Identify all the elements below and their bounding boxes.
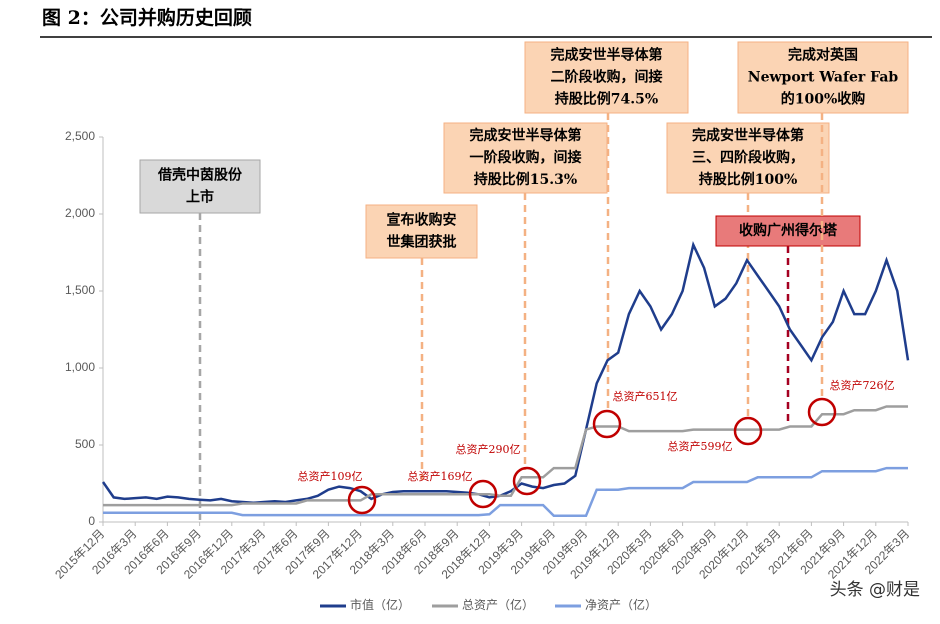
note-circle [512,466,542,496]
annotation-box [139,159,261,214]
annotation-box [443,122,608,194]
annotation-text: 完成安世半导体第 [551,47,663,64]
annotation-text: 世集团获批 [387,234,457,251]
legend-label: 市值（亿） [350,597,410,612]
annotation-text: Newport Wafer Fab [748,70,899,86]
annotation-box [524,41,689,114]
annotation-box [365,204,478,259]
series-line [103,405,908,507]
annotation-text: 的100%收购 [781,91,866,108]
note-circle [347,485,377,515]
watermark: 头条 @财是 [830,580,920,600]
note-text: 总资产109亿 [298,469,363,483]
chart-title: 图 2：公司并购历史回顾 [42,6,252,29]
legend-label: 总资产（亿） [462,597,534,612]
annotation-text: 持股比例100% [699,171,798,188]
series-line [101,240,910,505]
y-tick-label: 2,500 [65,129,95,143]
annotation-box [666,122,830,194]
annotation-box [737,41,909,114]
annotation-text: 二阶段收购，间接 [551,69,663,86]
note-circle [807,397,837,427]
y-tick-label: 500 [75,437,95,451]
note-text: 总资产651亿 [613,389,678,403]
note-text: 总资产290亿 [456,442,521,456]
annotation-box [715,215,861,247]
note-text: 总资产169亿 [408,469,473,483]
annotation-text: 收购广州得尔塔 [739,222,838,239]
annotation-text: 一阶段收购，间接 [470,149,582,166]
note-circle [733,416,763,446]
annotation-text: 上市 [186,189,214,206]
y-tick-label: 1,500 [65,283,95,297]
note-circle [592,409,622,439]
annotation-text: 宣布收购安 [387,212,457,229]
legend-label: 净资产（亿） [585,597,657,612]
annotation-text: 三、四阶段收购， [692,149,804,166]
note-text: 总资产599亿 [668,439,733,453]
note-circle [468,479,498,509]
annotation-text: 完成对英国 [788,47,858,64]
annotation-text: 借壳中茵股份 [157,167,243,184]
y-tick-label: 1,000 [65,360,95,374]
y-tick-label: 2,000 [65,206,95,220]
series-line [103,466,908,518]
y-tick-label: 0 [88,514,95,528]
annotation-text: 完成安世半导体第 [692,127,804,144]
annotation-text: 持股比例15.3% [474,171,577,188]
annotation-text: 持股比例74.5% [555,91,658,108]
annotation-text: 完成安世半导体第 [470,127,582,144]
note-text: 总资产726亿 [830,378,895,392]
